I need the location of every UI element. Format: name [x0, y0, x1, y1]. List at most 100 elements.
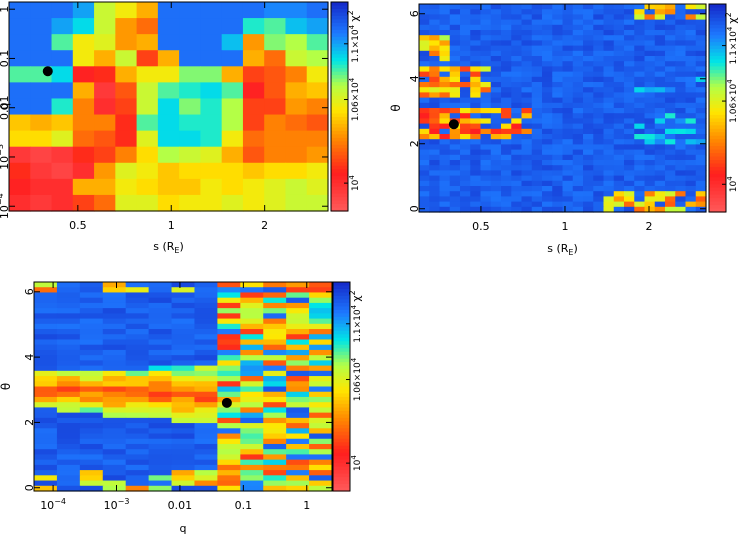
heatmap-cell [654, 175, 666, 182]
heatmap-cell [171, 360, 196, 367]
heatmap-cell [470, 144, 482, 151]
heatmap-cell [572, 4, 584, 10]
heatmap-cell [603, 128, 615, 135]
heatmap-cell [490, 4, 502, 10]
heatmap-cell [654, 191, 666, 197]
heatmap-cell [665, 128, 676, 135]
colorbar-swatch [333, 442, 350, 447]
colorbar-swatch [709, 125, 726, 130]
colorbar-swatch [333, 369, 350, 374]
heatmap-cell [521, 128, 533, 135]
heatmap-cell [552, 9, 564, 15]
heatmap-cell [171, 381, 196, 388]
colorbar-swatch [709, 180, 726, 185]
heatmap-cell [125, 329, 150, 335]
heatmap-cell [470, 71, 482, 78]
heatmap-cell [264, 146, 287, 164]
heatmap-cell [171, 302, 196, 309]
heatmap-cell [624, 97, 635, 104]
heatmap-cell [102, 313, 127, 320]
heatmap-cell [56, 323, 81, 330]
heatmap-cell [542, 128, 553, 135]
heatmap-cell [593, 191, 605, 197]
heatmap-cell [470, 24, 482, 31]
y-tick-label: 6 [408, 10, 421, 17]
heatmap-cell [613, 206, 625, 213]
heatmap-cell [654, 82, 666, 88]
y-tick-label: 1 [0, 6, 11, 13]
heatmap-cell [665, 9, 676, 15]
heatmap-cell [634, 160, 646, 166]
colorbar-swatch [333, 288, 350, 294]
heatmap-cell [429, 66, 441, 73]
heatmap-cell [56, 449, 81, 456]
heatmap-cell [634, 4, 646, 10]
heatmap-cell [79, 329, 104, 335]
heatmap-cell [552, 149, 564, 156]
heatmap-cell [552, 14, 564, 21]
heatmap-cell [613, 118, 625, 125]
heatmap-cell [531, 50, 543, 57]
heatmap-cell [480, 201, 492, 208]
heatmap-cell [572, 175, 584, 182]
heatmap-cell [242, 194, 265, 212]
colorbar-swatch [331, 113, 348, 118]
heatmap-cell [634, 50, 646, 57]
colorbar-swatch [331, 200, 348, 205]
colorbar-swatch [331, 183, 348, 188]
heatmap-cell [583, 14, 594, 21]
heatmap-cell [624, 144, 635, 151]
heatmap-cell [306, 162, 329, 180]
colorbar-swatch [709, 170, 726, 175]
heatmap-cell [449, 30, 461, 36]
heatmap-cell [675, 191, 687, 197]
heatmap-cell [194, 396, 218, 403]
colorbar-tick-label: 104 [348, 175, 361, 191]
heatmap-cell [572, 87, 584, 93]
heatmap-cell [624, 35, 635, 41]
heatmap-cell [603, 196, 615, 203]
heatmap-cell [125, 428, 150, 435]
heatmap-cell [285, 2, 308, 19]
heatmap-cell [572, 206, 584, 213]
heatmap-cell [429, 175, 441, 182]
heatmap-cell [449, 139, 461, 145]
heatmap-cell [79, 297, 104, 304]
heatmap-cell [593, 40, 605, 47]
heatmap-cell [102, 423, 127, 429]
heatmap-cell [665, 30, 676, 36]
heatmap-cell [56, 428, 81, 435]
heatmap-cell [286, 449, 310, 456]
heatmap-cell [194, 428, 218, 435]
heatmap-cell [593, 82, 605, 88]
heatmap-cell [634, 113, 646, 119]
heatmap-cell [94, 130, 116, 148]
heatmap-cell [449, 40, 461, 47]
heatmap-cell [624, 30, 635, 36]
heatmap-cell [56, 381, 81, 388]
colorbar-tick-label: 1.06×104 [350, 357, 363, 401]
heatmap-cell [171, 282, 196, 288]
heatmap-cell [490, 175, 502, 182]
heatmap-cell [439, 113, 451, 119]
heatmap-cell [217, 485, 241, 492]
heatmap-cell [34, 459, 58, 466]
colorbar-swatch [331, 106, 348, 111]
heatmap-cell [542, 144, 553, 151]
heatmap-cell [194, 313, 218, 320]
heatmap-cell [511, 139, 523, 145]
heatmap-cell [675, 82, 687, 88]
heatmap-cell [30, 130, 53, 148]
colorbar-swatch [709, 121, 726, 126]
heatmap-cell [665, 154, 676, 161]
heatmap-cell [30, 162, 53, 180]
colorbar-swatch [709, 14, 726, 19]
heatmap-cell [593, 186, 605, 192]
heatmap-cell [552, 92, 564, 99]
heatmap-cell [240, 480, 264, 487]
heatmap-cell [613, 14, 625, 21]
heatmap-cell [171, 464, 196, 471]
heatmap-cell [30, 178, 53, 196]
heatmap-cell [102, 282, 127, 288]
heatmap-cell [79, 355, 104, 361]
